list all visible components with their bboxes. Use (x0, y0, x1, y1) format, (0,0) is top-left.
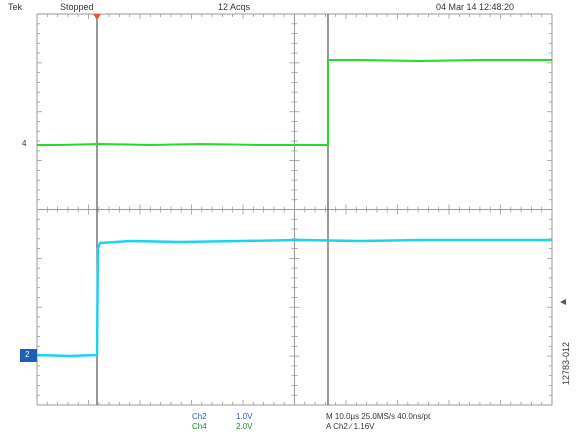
trigger-level-icon (560, 299, 566, 305)
tek-label: Tek (8, 2, 23, 12)
graticule (36, 13, 553, 406)
timestamp: 04 Mar 14 12:48:20 (436, 2, 515, 12)
ch2-label: Ch2 (192, 412, 207, 421)
ch2-waveform (36, 238, 552, 358)
ch4-ground-marker: 4 (22, 139, 27, 148)
acquisition-status: Stopped (60, 2, 94, 12)
trigger-setting: A Ch2 ∕ 1.16V (326, 422, 375, 431)
ch2-ground-marker: 2 (25, 350, 30, 359)
trigger-position-icon (93, 14, 101, 20)
acquisition-count: 12 Acqs (218, 2, 251, 12)
timebase-setting: M 10.0µs 25.0MS/s 40.0ns/pt (326, 412, 431, 421)
ch4-scale: 2.0V (236, 422, 253, 431)
ch4-label: Ch4 (192, 422, 207, 431)
figure-id: 12783-012 (561, 341, 571, 385)
ch4-waveform (37, 59, 552, 147)
ch2-scale: 1.0V (236, 412, 253, 421)
ch2-ground-marker-box (20, 349, 37, 362)
